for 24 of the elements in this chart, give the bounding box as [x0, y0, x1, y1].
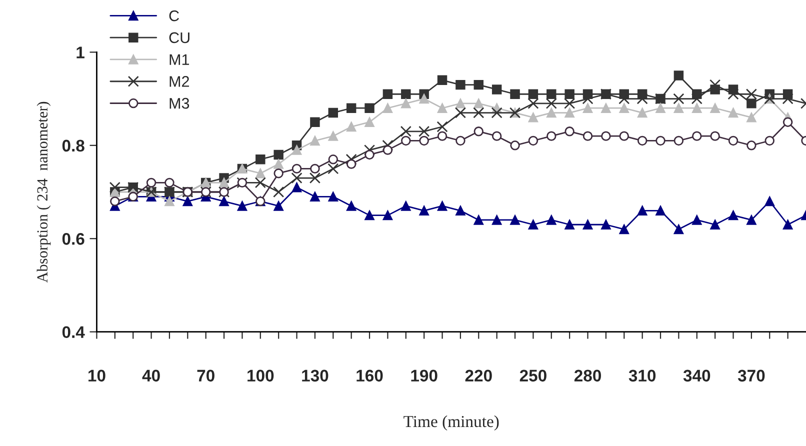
x-tick-label: 220	[465, 370, 492, 382]
x-tick-label: 100	[248, 370, 274, 382]
x-tick-label: 70	[197, 370, 214, 382]
y-tick-label: 0.4	[62, 326, 85, 338]
x-tick-label: 280	[574, 370, 601, 382]
x-tick-label: 160	[356, 370, 383, 382]
y-axis-title: Absorption ( 234 nanometer)	[36, 102, 51, 283]
x-tick-label: 10	[88, 370, 106, 382]
x-tick-label: 190	[411, 370, 438, 382]
x-tick-label: 130	[302, 370, 328, 382]
x-axis-title: Time (minute)	[404, 415, 499, 431]
x-tick-label: 40	[142, 370, 160, 382]
legend-label: CU	[169, 32, 190, 44]
x-tick-label: 340	[683, 370, 710, 382]
y-tick-label: 0.6	[62, 233, 84, 245]
legend-label: M2	[170, 76, 189, 87]
x-tick-label: 370	[738, 370, 765, 382]
legend-label: M1	[170, 54, 190, 65]
y-tick-label: 1	[76, 46, 84, 58]
legend-label: C	[169, 10, 179, 22]
x-tick-label: 310	[628, 370, 656, 382]
x-tick-label: 250	[520, 370, 546, 382]
legend-label: M3	[170, 98, 190, 109]
y-tick-label: 0.8	[62, 140, 84, 152]
